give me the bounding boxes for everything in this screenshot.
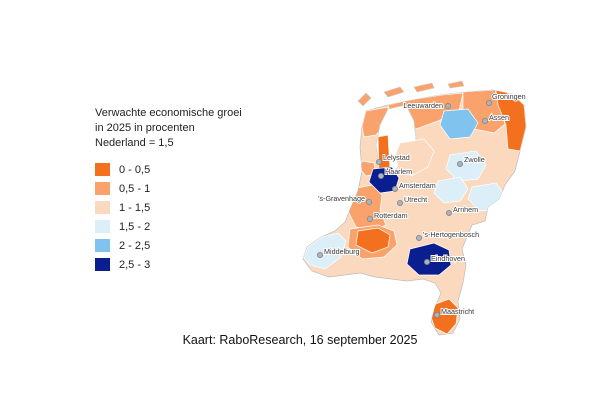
city-dot-assen [481,118,488,125]
legend-item-4: 2 - 2,5 [95,236,285,255]
city-label-haarlem: Haarlem [385,167,412,176]
city-dot-maastricht [433,311,440,318]
island-schiermonnikoog [447,80,465,89]
city-label-leeuwarden: Leeuwarden [403,101,443,110]
legend: Verwachte economische groei in 2025 in p… [95,106,285,274]
city-dot-eindhoven [424,258,431,265]
city-label-assen: Assen [489,113,509,122]
map-regions [303,90,526,335]
legend-item-label: 0,5 - 1 [119,182,151,195]
city-dot-zwolle [456,161,463,168]
legend-title-line-1: Verwachte economische groei [95,107,242,119]
legend-item-5: 2,5 - 3 [95,255,285,274]
legend-item-0: 0 - 0,5 [95,160,285,179]
city-dot-groningen [485,99,492,106]
city-label-zwolle: Zwolle [464,155,485,164]
city-dot-leeuwarden [444,102,451,109]
legend-swatch [95,239,110,252]
legend-item-label: 0 - 0,5 [119,163,151,176]
region-zwolle-region [445,150,487,182]
map-container: Leeuwarden Groningen Assen Lelystad Zwolle Ha… [300,78,580,340]
legend-item-3: 1,5 - 2 [95,217,285,236]
region-flevoland [394,138,435,177]
city-label-rotterdam: Rotterdam [374,211,408,220]
city-dot-lelystad [376,159,383,166]
legend-item-1: 0,5 - 1 [95,179,285,198]
legend-swatch [95,163,110,176]
legend-item-label: 1 - 1,5 [119,201,151,214]
city-dot-amsterdam [392,186,399,193]
region-drenthe-west-blue [439,108,479,140]
city-label-amsterdam: Amsterdam [399,181,436,190]
city-dot-middelburg [316,251,323,258]
city-label--s-gravenhage: 's-Gravenhage [318,194,365,203]
region-eindhoven-region [406,242,452,276]
city-label-utrecht: Utrecht [404,195,427,204]
city-dot--s-gravenhage [366,199,373,206]
legend-title-line-3: Nederland = 1,5 [95,137,174,149]
legend-item-label: 2 - 2,5 [119,239,151,252]
city-label-lelystad: Lelystad [383,153,410,162]
legend-item-label: 1,5 - 2 [119,220,151,233]
legend-item-2: 1 - 1,5 [95,198,285,217]
region-drechtsteden-region [355,227,391,254]
city-label-arnhem: Arnhem [453,205,478,214]
source-caption: Kaart: RaboResearch, 16 september 2025 [182,333,418,347]
city-label-maastricht: Maastricht [441,307,474,316]
wadden-islands [357,80,465,107]
city-dot-haarlem [378,173,385,180]
city-label-eindhoven: Eindhoven [431,254,465,263]
legend-swatch [95,201,110,214]
netherlands-choropleth-map: Leeuwarden Groningen Assen Lelystad Zwolle Ha… [302,80,527,336]
region-gooi-region [433,176,469,204]
city-label-middelburg: Middelburg [324,247,360,256]
legend-swatch [95,258,110,271]
island-ameland [413,82,435,93]
region-zeeland-region [303,232,347,270]
city-label--s-hertogenbosch: 's-Hertogenbosch [423,230,479,239]
city-dot--s-hertogenbosch [416,234,423,241]
city-label-groningen: Groningen [492,92,526,101]
legend-swatch [95,220,110,233]
island-texel [357,92,372,107]
island-vlieland-terschelling [383,86,405,98]
legend-item-label: 2,5 - 3 [119,258,151,271]
legend-items: 0 - 0,5 0,5 - 1 1 - 1,5 1,5 - 2 2 - 2,5 2,5 -… [95,160,285,274]
legend-swatch [95,182,110,195]
legend-title-line-2: in 2025 in procenten [95,122,195,134]
city-dot-rotterdam [367,215,374,222]
city-dot-arnhem [445,209,452,216]
city-markers: Leeuwarden Groningen Assen Lelystad Zwolle Ha… [316,91,527,318]
city-dot-utrecht [397,200,404,207]
